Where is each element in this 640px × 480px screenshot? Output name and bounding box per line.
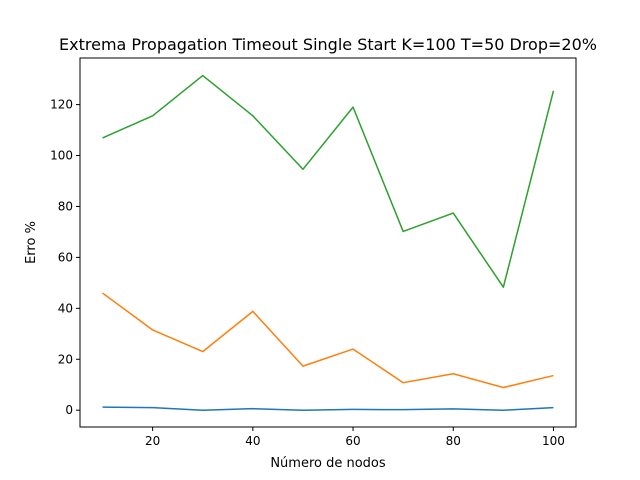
x-tick-label: 100 <box>542 434 565 448</box>
x-axis-label: Número de nodos <box>270 456 386 471</box>
y-tick-label: 100 <box>50 149 73 163</box>
y-tick-label: 60 <box>58 250 73 264</box>
series-line-1 <box>102 406 554 411</box>
series-line-3 <box>102 74 555 288</box>
y-tick-label: 80 <box>58 199 73 213</box>
y-axis-label: Erro % <box>24 221 39 264</box>
x-tick-label: 20 <box>145 434 160 448</box>
series-line-2 <box>102 292 554 389</box>
y-tick-label: 120 <box>50 98 73 112</box>
x-tick-label: 80 <box>446 434 461 448</box>
plot-area: 20 40 60 80 100 0 20 40 60 80 100 120 <box>50 74 565 448</box>
chart-title: Extrema Propagation Timeout Single Start… <box>59 35 597 54</box>
y-tick-label: 0 <box>65 403 73 417</box>
x-tick-label: 40 <box>245 434 260 448</box>
y-tick-label: 40 <box>58 301 73 315</box>
axes-frame <box>79 57 577 428</box>
y-tick-label: 20 <box>58 352 73 366</box>
x-tick-label: 60 <box>345 434 360 448</box>
